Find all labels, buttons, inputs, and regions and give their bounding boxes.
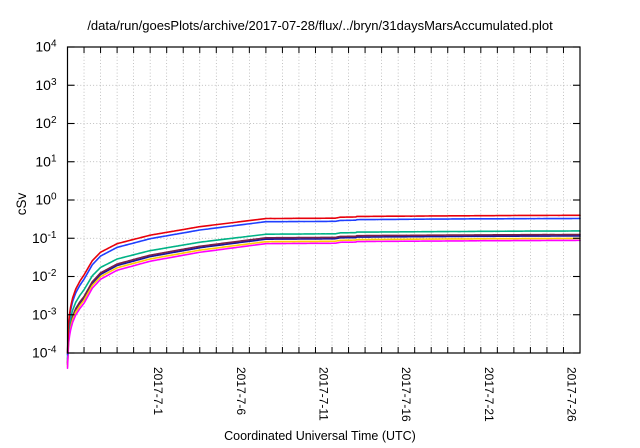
svg-text:10-1: 10-1 <box>32 229 57 246</box>
svg-text:10-3: 10-3 <box>32 306 57 323</box>
svg-text:2017-7-6: 2017-7-6 <box>234 367 248 415</box>
svg-text:2017-7-26: 2017-7-26 <box>564 367 578 422</box>
svg-text:10-2: 10-2 <box>32 268 57 285</box>
svg-text:102: 102 <box>35 115 57 132</box>
svg-text:100: 100 <box>35 191 57 208</box>
svg-text:10-4: 10-4 <box>32 344 57 361</box>
svg-text:101: 101 <box>35 153 57 170</box>
svg-text:2017-7-1: 2017-7-1 <box>151 367 165 415</box>
svg-text:104: 104 <box>35 38 57 55</box>
svg-text:2017-7-16: 2017-7-16 <box>399 367 413 422</box>
svg-text:2017-7-11: 2017-7-11 <box>316 367 330 421</box>
svg-text:2017-7-21: 2017-7-21 <box>482 367 496 422</box>
svg-text:103: 103 <box>35 76 57 93</box>
